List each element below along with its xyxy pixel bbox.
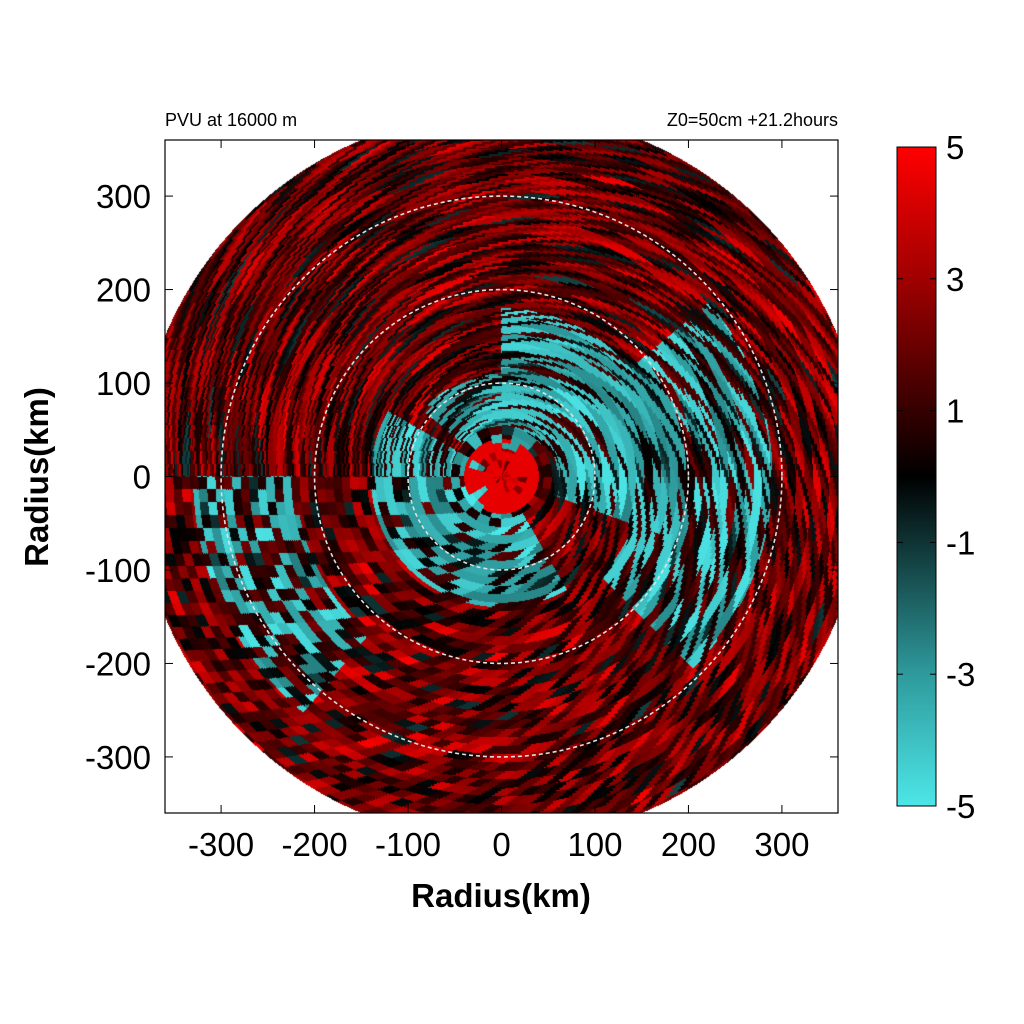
chart-title-left: PVU at 16000 m (165, 110, 297, 130)
colorbar (896, 146, 937, 807)
y-tick-label: -200 (85, 645, 151, 682)
colorbar-tick-label: 5 (946, 129, 964, 166)
colorbar-tick-label: -1 (946, 524, 975, 561)
heatmap-canvas (165, 140, 838, 813)
reference-circles (220, 195, 783, 758)
colorbar-tick-label: -5 (946, 788, 975, 825)
chart-title-right: Z0=50cm +21.2hours (667, 110, 838, 130)
y-tick-label: 0 (133, 459, 151, 496)
y-tick-label: 100 (96, 365, 151, 402)
colorbar-tick-label: -3 (946, 656, 975, 693)
y-tick-label: -300 (85, 739, 151, 776)
x-tick-label: 200 (661, 826, 716, 863)
y-axis: 300 200 100 0 -100 -200 -300 (85, 178, 838, 776)
x-axis-label: Radius(km) (411, 877, 591, 914)
x-tick-label: 100 (567, 826, 622, 863)
x-tick-label: -200 (282, 826, 348, 863)
y-tick-label: -100 (85, 552, 151, 589)
y-tick-label: 300 (96, 178, 151, 215)
heatmap-area (165, 140, 838, 813)
reference-circle (407, 382, 596, 571)
x-tick-label: 300 (754, 826, 809, 863)
y-tick-label: 200 (96, 272, 151, 309)
y-axis-label: Radius(km) (18, 387, 55, 567)
reference-circle (313, 288, 690, 665)
colorbar-tick-label: 3 (946, 261, 964, 298)
x-axis: -300 -200 -100 0 100 200 300 (188, 140, 809, 863)
x-tick-label: 0 (492, 826, 510, 863)
x-tick-label: -100 (375, 826, 441, 863)
x-tick-label: -300 (188, 826, 254, 863)
colorbar-tick-label: 1 (946, 393, 964, 430)
reference-circle (220, 195, 783, 758)
colorbar-ticks: 5 3 1 -1 -3 -5 (897, 129, 975, 825)
